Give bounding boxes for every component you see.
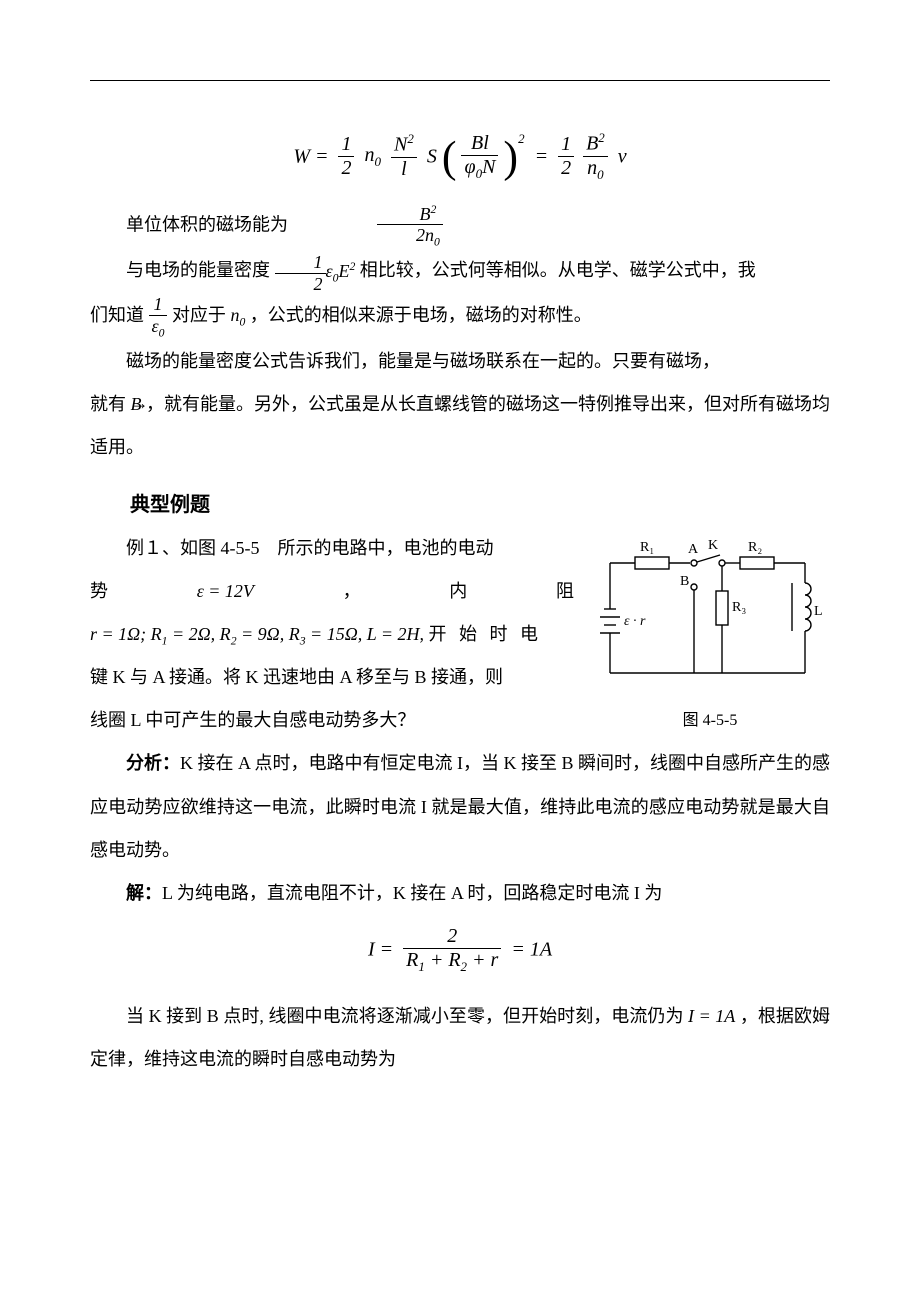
para-last: 当 K 接到 B 点时, 线圈中电流将逐渐减小至零，但开始时刻，电流仍为 I =… <box>90 995 830 1081</box>
para-compare: 与电场的能量密度 12ε0E2 相比较，公式何等相似。从电学、磁学公式中，我 <box>90 249 830 294</box>
para3-formula: 1ε0 <box>149 294 168 340</box>
para-know: 们知道 1ε0 对应于 n0 ，公式的相似来源于电场，磁场的对称性。 <box>90 294 830 340</box>
ex1-params: r = 1Ω; R1 = 2Ω, R2 = 9Ω, R3 = 15Ω, L = … <box>90 624 429 644</box>
svg-text:K: K <box>708 538 718 553</box>
current-result: 1A <box>530 939 552 961</box>
para2-part2: 相比较，公式何等相似。从电学、磁学公式中，我 <box>360 260 756 280</box>
analysis-text: K 接在 A 点时，电路中有恒定电流 I，当 K 接至 B 瞬间时，线圈中自感所… <box>90 753 830 859</box>
top-rule <box>90 80 830 81</box>
ex1-line2-r1: 内 <box>449 570 467 613</box>
ex1-line2-left: 势 <box>90 570 108 613</box>
para4-prefix: 就有 <box>90 394 126 414</box>
para2-part1: 与电场的能量密度 <box>126 260 270 280</box>
para4-suffix: ，就有能量。另外，公式虽是从长直螺线管的磁场这一特例推导出来，但对所有磁场均适用… <box>90 394 830 457</box>
ex1-params-tail: 开 始 时 电 <box>429 624 543 644</box>
para-mag-energy: 磁场的能量密度公式告诉我们，能量是与磁场联系在一起的。只要有磁场， <box>90 340 830 383</box>
current-num: 2 <box>403 925 501 949</box>
energy-density-line: 单位体积的磁场能为 B22n0 <box>90 203 830 250</box>
energy-density-prefix: 单位体积的磁场能为 <box>126 214 288 234</box>
para-last-part1: 当 K 接到 B 点时, 线圈中电流将逐渐减小至零，但开始时刻，电流仍为 <box>126 1006 684 1026</box>
svg-text:B: B <box>680 574 689 589</box>
para3-part3: ，公式的相似来源于电场，磁场的对称性。 <box>250 305 592 325</box>
para-mag-energy-2: 就有 B→ ，就有能量。另外，公式虽是从长直螺线管的磁场这一特例推导出来，但对所… <box>90 383 830 469</box>
current-formula: I = 2 R1 + R2 + r = 1A <box>90 925 830 975</box>
solution-para: 解：L 为纯电路，直流电阻不计，K 接在 A 时，回路稳定时电流 I 为 <box>90 872 830 915</box>
current-den: R1 + R2 + r <box>403 949 501 975</box>
para3-part1: 们知道 <box>90 305 144 325</box>
svg-text:R₃: R₃ <box>732 600 746 615</box>
svg-text:A: A <box>688 542 699 557</box>
svg-text:R₂: R₂ <box>748 540 762 555</box>
svg-text:L: L <box>814 604 823 619</box>
svg-text:ε · r: ε · r <box>624 614 646 629</box>
ex1-line2-r2: 阻 <box>556 570 574 613</box>
energy-density-formula: B22n0 <box>377 203 443 250</box>
para4-bvec: B→ <box>131 394 142 414</box>
ex1-emf: ε = 12V <box>197 570 254 613</box>
svg-text:R₁: R₁ <box>640 540 654 555</box>
circuit-diagram: R₁ A K R₂ <box>590 533 830 693</box>
para3-n0: n0 <box>230 305 245 325</box>
circuit-figure-block: R₁ A K R₂ <box>590 533 830 730</box>
para-last-i: I = 1A <box>688 1006 735 1026</box>
para4-part1: 磁场的能量密度公式告诉我们，能量是与磁场联系在一起的。只要有磁场， <box>126 351 720 371</box>
heading-examples: 典型例题 <box>90 488 830 517</box>
para3-part2: 对应于 <box>172 305 226 325</box>
page: W = 12 n0 N2l S ( Blφ0N )2 = 12 B2n0 v 单… <box>0 0 920 1142</box>
formula-main: W = 12 n0 N2l S ( Blφ0N )2 = 12 B2n0 v <box>90 131 830 183</box>
analysis-para: 分析：K 接在 A 点时，电路中有恒定电流 I，当 K 接至 B 瞬间时，线圈中… <box>90 742 830 872</box>
ex1-line2-mid: ， <box>343 570 361 613</box>
analysis-label: 分析： <box>126 753 180 773</box>
example-1: R₁ A K R₂ <box>90 527 830 743</box>
fig-caption: 图 4-5-5 <box>590 706 830 730</box>
para2-formula: 12ε0E2 <box>275 261 360 281</box>
solution-label: 解： <box>126 883 162 903</box>
solution-text: L 为纯电路，直流电阻不计，K 接在 A 时，回路稳定时电流 I 为 <box>162 883 662 903</box>
ex1-line2: 势 ε = 12V ， 内 阻 <box>90 570 574 613</box>
